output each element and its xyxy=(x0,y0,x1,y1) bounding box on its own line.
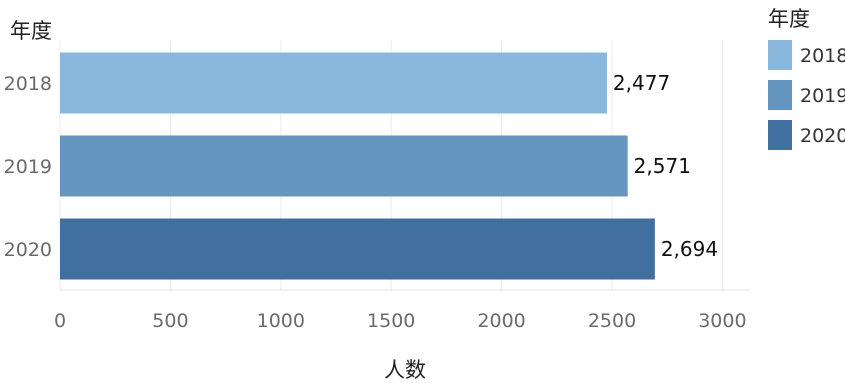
legend: 年度 2018 2019 2020 xyxy=(768,7,845,150)
x-tick-2000: 2000 xyxy=(477,310,525,332)
x-tick-0: 0 xyxy=(54,310,66,332)
legend-label-2019: 2019 xyxy=(800,85,845,107)
value-label-2020: 2,694 xyxy=(661,237,718,261)
x-tick-3000: 3000 xyxy=(698,310,746,332)
y-tick-2020: 2020 xyxy=(4,239,52,261)
legend-item-2019: 2019 xyxy=(768,80,845,110)
legend-swatch-2020 xyxy=(768,120,792,150)
legend-items: 2018 2019 2020 xyxy=(768,40,845,150)
legend-label-2020: 2020 xyxy=(800,125,845,147)
bar-2019 xyxy=(60,135,628,197)
legend-swatch-2019 xyxy=(768,80,792,110)
legend-swatch-2018 xyxy=(768,40,792,70)
bars xyxy=(60,52,655,280)
y-axis-title: 年度 xyxy=(10,19,52,43)
legend-item-2018: 2018 xyxy=(768,40,845,70)
bar-2020 xyxy=(60,218,655,280)
legend-title: 年度 xyxy=(768,7,810,31)
legend-label-2018: 2018 xyxy=(800,45,845,67)
x-tick-1500: 1500 xyxy=(367,310,415,332)
value-labels: 2,477 2,571 2,694 xyxy=(613,71,718,261)
x-axis-title: 人数 xyxy=(384,358,426,379)
legend-item-2020: 2020 xyxy=(768,120,845,150)
x-tick-2500: 2500 xyxy=(588,310,636,332)
y-tick-2019: 2019 xyxy=(4,156,52,178)
bar-2018 xyxy=(60,52,607,114)
x-axis-ticks: 0 500 1000 1500 2000 2500 3000 xyxy=(54,310,747,332)
y-tick-2018: 2018 xyxy=(4,73,52,95)
x-tick-1000: 1000 xyxy=(257,310,305,332)
value-label-2019: 2,571 xyxy=(634,154,691,178)
x-tick-500: 500 xyxy=(152,310,188,332)
value-label-2018: 2,477 xyxy=(613,71,670,95)
y-axis-ticks: 2018 2019 2020 xyxy=(4,73,52,261)
